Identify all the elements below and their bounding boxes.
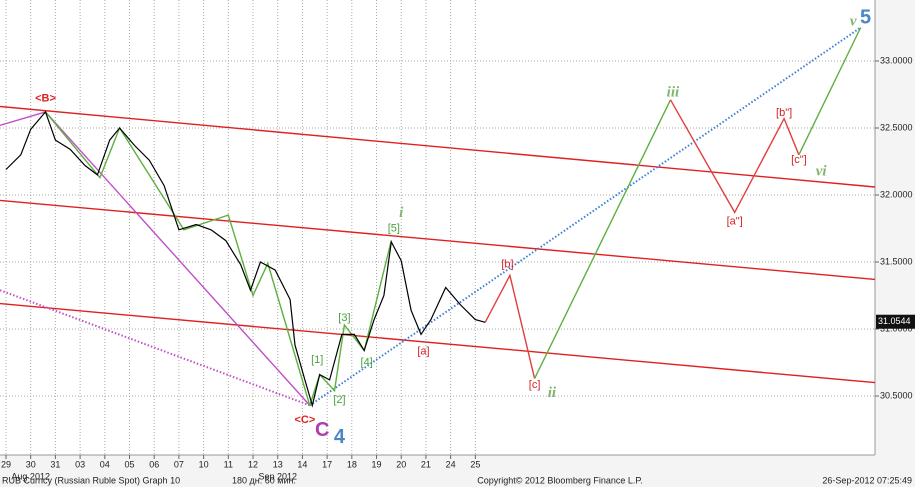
wave-label: [4]: [361, 356, 373, 368]
y-tick-label: 31.5000: [880, 256, 913, 266]
x-tick-label: 14: [297, 459, 307, 469]
wave-label: [b]: [501, 259, 513, 271]
footer-right: 26-Sep-2012 07:25:49: [822, 475, 912, 485]
y-tick-label: 30.5000: [880, 390, 913, 400]
wave-label: <C>: [294, 414, 315, 426]
footer-left: RUB Curncy (Russian Ruble Spot) Graph 10: [2, 475, 180, 485]
price-line: [5, 110, 486, 408]
wave-label: [c]: [529, 379, 541, 391]
wave-label: 5: [860, 6, 871, 28]
x-tick-label: 12: [248, 459, 258, 469]
overlay-line: [0, 105, 876, 188]
wave-label: <B>: [35, 92, 56, 104]
overlay-line: [0, 199, 876, 281]
month-label: Sep 2012: [258, 471, 297, 481]
x-tick-label: 04: [100, 459, 110, 469]
overlay-line: [798, 27, 862, 156]
x-tick-label: 07: [174, 459, 184, 469]
x-tick-label: 03: [75, 459, 85, 469]
overlay-line: [533, 99, 672, 379]
x-axis-area: [0, 455, 915, 487]
x-tick-label: 06: [149, 459, 159, 469]
x-tick-label: 11: [224, 459, 233, 469]
wave-label: [b"]: [776, 107, 792, 119]
month-label: Aug 2012: [11, 471, 50, 481]
wave-label: C: [315, 419, 329, 441]
wave-label: iii: [667, 85, 680, 101]
x-tick-label: 25: [470, 459, 480, 469]
x-tick-label: 21: [421, 459, 431, 469]
footer-middle: 180 дн. 60 мин.: [232, 475, 296, 485]
wave-label: v: [850, 14, 857, 30]
wave-label: [5]: [388, 222, 400, 234]
plot-area: [0, 0, 875, 455]
y-tick-label: 32.5000: [880, 122, 913, 132]
footer-center: Copyright© 2012 Bloomberg Finance L.P.: [477, 475, 643, 485]
overlay-line: [309, 26, 862, 407]
wave-label: [a]: [417, 346, 429, 358]
wave-label: ii: [548, 385, 557, 401]
y-axis-area: [875, 0, 915, 455]
wave-label: [2]: [333, 394, 345, 406]
wave-label: [3]: [338, 312, 350, 324]
wave-label: [c"]: [791, 154, 807, 166]
x-tick-label: 17: [322, 459, 332, 469]
last-price-box: [876, 314, 915, 329]
x-tick-label: 19: [372, 459, 382, 469]
overlay-line: [669, 99, 800, 214]
y-tick-label: 33.0000: [880, 55, 913, 65]
x-tick-label: 13: [273, 459, 283, 469]
x-tick-label: 30: [26, 459, 36, 469]
wave-label: [1]: [311, 354, 323, 366]
x-tick-label: 10: [199, 459, 209, 469]
wave-label: [a"]: [727, 216, 743, 228]
wave-label: vi: [816, 164, 828, 180]
x-tick-label: 20: [396, 459, 406, 469]
x-tick-label: 24: [446, 459, 456, 469]
wave-label: i: [399, 205, 404, 221]
overlay-line: [0, 289, 311, 407]
x-tick-label: 18: [347, 459, 357, 469]
overlay-line: [484, 273, 536, 379]
last-price-label: 31.0544: [878, 316, 911, 326]
overlay-line: [0, 302, 876, 384]
x-tick-label: 05: [125, 459, 135, 469]
overlay-line: [44, 111, 311, 406]
x-tick-label: 29: [1, 459, 11, 469]
wave-label: 4: [334, 426, 346, 448]
y-tick-label: 32.0000: [880, 189, 913, 199]
x-tick-label: 31: [50, 459, 60, 469]
